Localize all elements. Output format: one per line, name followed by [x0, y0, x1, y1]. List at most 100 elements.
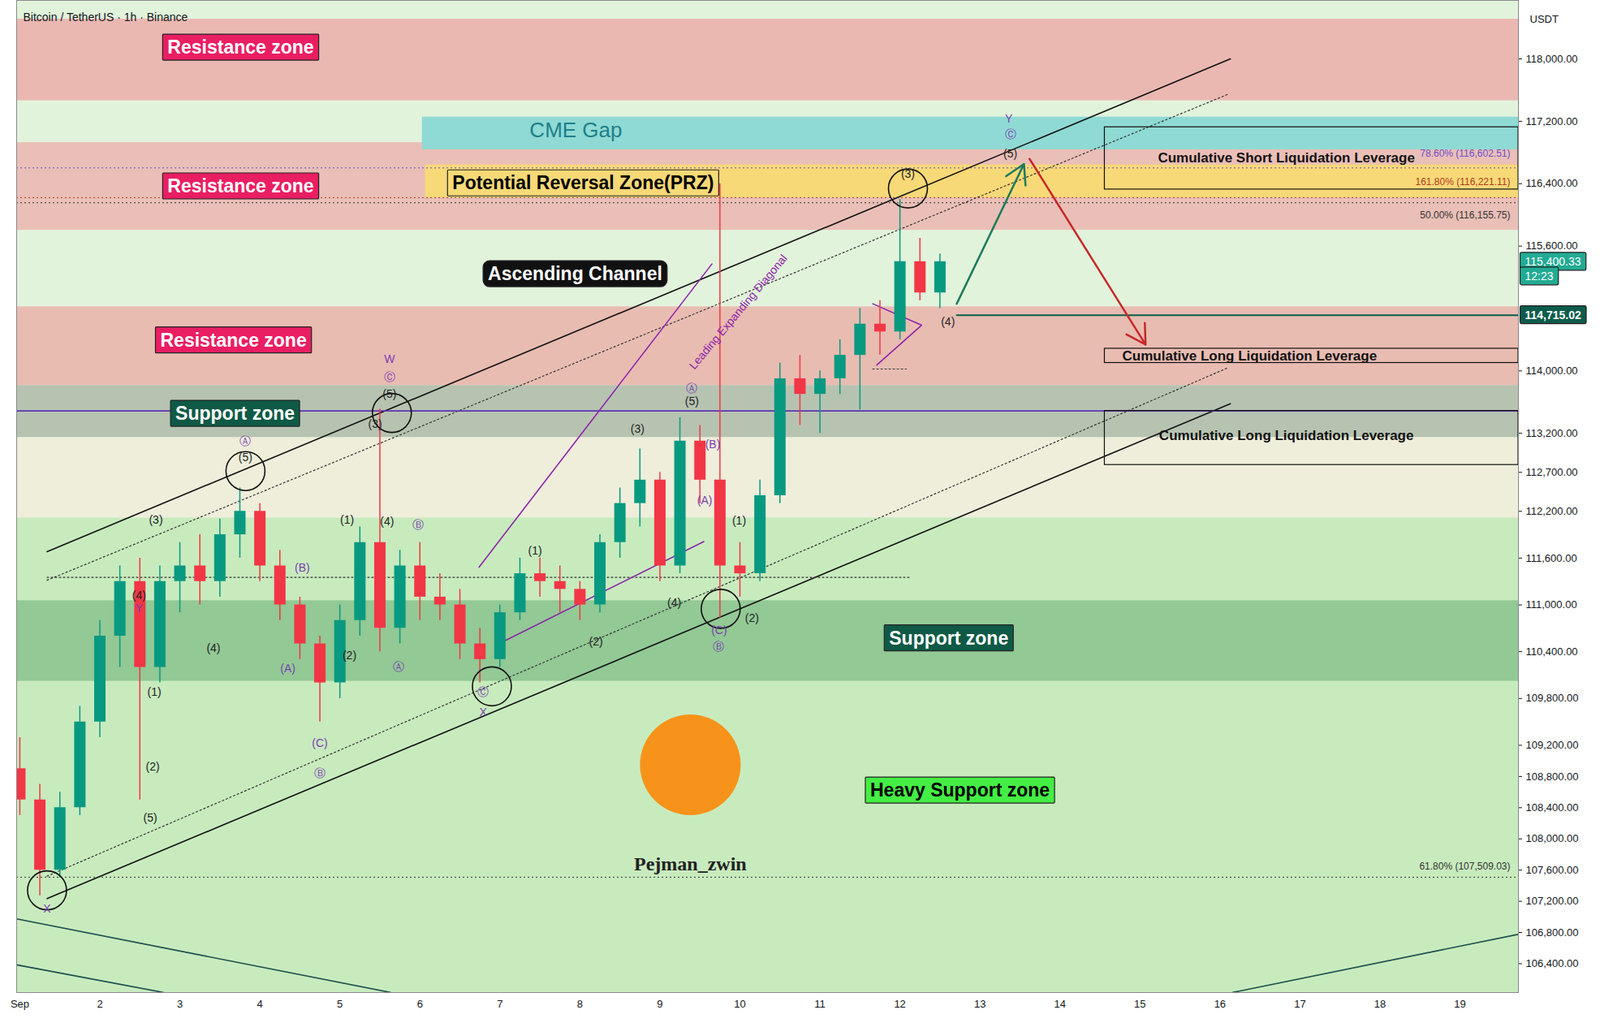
svg-text:Ⓑ: Ⓑ: [314, 766, 326, 780]
svg-text:(2): (2): [145, 759, 160, 773]
svg-text:112,200.00: 112,200.00: [1526, 504, 1579, 518]
svg-text:Cumulative Long Liquidation Le: Cumulative Long Liquidation Leverage: [1122, 348, 1378, 364]
svg-text:Sep: Sep: [10, 997, 30, 1010]
svg-text:(1): (1): [340, 513, 354, 527]
svg-text:Heavy Support zone: Heavy Support zone: [870, 779, 1050, 801]
svg-text:10: 10: [733, 997, 746, 1010]
svg-text:16: 16: [1214, 997, 1226, 1010]
svg-text:115,600.00: 115,600.00: [1526, 239, 1579, 252]
svg-text:111,000.00: 111,000.00: [1526, 598, 1578, 611]
svg-text:113,200.00: 113,200.00: [1526, 426, 1579, 440]
svg-text:(5): (5): [382, 387, 397, 401]
svg-text:15: 15: [1134, 997, 1146, 1010]
svg-text:(1): (1): [146, 685, 161, 699]
svg-text:(1): (1): [528, 543, 543, 557]
svg-text:108,000.00: 108,000.00: [1526, 832, 1579, 845]
svg-text:(4): (4): [940, 314, 955, 328]
svg-text:(2): (2): [745, 611, 760, 625]
svg-text:(4): (4): [132, 588, 147, 602]
svg-text:Y: Y: [135, 601, 144, 615]
svg-text:12:23: 12:23: [1525, 269, 1554, 283]
svg-text:(2): (2): [589, 634, 604, 648]
svg-text:13: 13: [974, 997, 986, 1010]
svg-text:Resistance zone: Resistance zone: [159, 329, 307, 351]
svg-text:110,400.00: 110,400.00: [1526, 645, 1579, 658]
svg-text:14: 14: [1054, 997, 1066, 1010]
svg-text:50.00% (116,155.75): 50.00% (116,155.75): [1419, 209, 1510, 221]
svg-text:117,200.00: 117,200.00: [1526, 115, 1579, 128]
svg-text:(A): (A): [697, 493, 713, 507]
svg-text:Resistance zone: Resistance zone: [167, 175, 314, 197]
svg-text:Cumulative Long Liquidation Le: Cumulative Long Liquidation Leverage: [1159, 427, 1415, 444]
svg-text:7: 7: [496, 997, 503, 1010]
svg-text:(5): (5): [685, 394, 699, 408]
svg-text:(5): (5): [238, 450, 253, 464]
svg-text:4: 4: [257, 997, 264, 1010]
svg-text:(C): (C): [311, 736, 328, 750]
svg-text:(3): (3): [148, 513, 163, 527]
svg-text:2: 2: [96, 997, 103, 1010]
svg-text:9: 9: [656, 997, 663, 1010]
svg-text:(3): (3): [901, 167, 915, 181]
svg-text:Support zone: Support zone: [888, 627, 1009, 649]
svg-text:(4): (4): [667, 595, 682, 609]
svg-text:USDT: USDT: [1530, 12, 1559, 26]
svg-text:(B): (B): [705, 437, 721, 451]
svg-text:116,400.00: 116,400.00: [1526, 176, 1579, 190]
svg-text:(5): (5): [1003, 146, 1018, 160]
svg-text:Ⓐ: Ⓐ: [392, 659, 405, 673]
svg-text:161.80% (116,221.11): 161.80% (116,221.11): [1415, 176, 1511, 188]
svg-text:108,800.00: 108,800.00: [1526, 770, 1579, 783]
svg-text:106,800.00: 106,800.00: [1526, 926, 1579, 939]
svg-text:(C): (C): [711, 623, 727, 637]
svg-text:11: 11: [814, 997, 826, 1010]
svg-text:(5): (5): [143, 810, 158, 824]
svg-text:78.60% (116,602.51): 78.60% (116,602.51): [1419, 147, 1510, 160]
svg-text:(3): (3): [630, 422, 645, 436]
svg-text:Cumulative Short Liquidation L: Cumulative Short Liquidation Leverage: [1157, 150, 1415, 166]
svg-text:5: 5: [336, 997, 343, 1010]
svg-text:Resistance zone: Resistance zone: [167, 36, 314, 58]
svg-text:19: 19: [1453, 997, 1466, 1010]
svg-text:106,400.00: 106,400.00: [1526, 957, 1579, 970]
svg-text:Ⓐ: Ⓐ: [239, 434, 251, 448]
svg-text:3: 3: [176, 997, 183, 1010]
svg-text:61.80% (107,509.03): 61.80% (107,509.03): [1418, 860, 1510, 872]
svg-text:(A): (A): [280, 661, 296, 675]
svg-text:Ⓐ: Ⓐ: [685, 381, 698, 395]
svg-text:(1): (1): [732, 513, 747, 527]
svg-text:Ⓒ: Ⓒ: [1004, 127, 1017, 141]
svg-text:(B): (B): [294, 560, 311, 574]
svg-text:Potential Reversal Zone(PRZ): Potential Reversal Zone(PRZ): [452, 172, 714, 194]
svg-text:Pejman_zwin: Pejman_zwin: [633, 853, 747, 875]
svg-text:107,600.00: 107,600.00: [1526, 863, 1579, 876]
svg-text:Leading Expanding Diagonal: Leading Expanding Diagonal: [685, 251, 790, 371]
svg-text:Ⓑ: Ⓑ: [412, 517, 424, 531]
svg-text:6: 6: [417, 997, 423, 1010]
svg-text:(3): (3): [367, 417, 382, 431]
svg-text:X: X: [43, 901, 52, 915]
svg-text:(2): (2): [342, 648, 357, 662]
svg-text:Ⓒ: Ⓒ: [383, 370, 396, 384]
svg-text:108,400.00: 108,400.00: [1526, 801, 1579, 814]
svg-text:8: 8: [577, 997, 583, 1010]
svg-text:CME Gap: CME Gap: [529, 117, 622, 143]
svg-text:Bitcoin / TetherUS · 1h · Bina: Bitcoin / TetherUS · 1h · Binance: [23, 10, 189, 24]
svg-text:Ⓑ: Ⓑ: [712, 639, 725, 653]
svg-text:Ⓒ: Ⓒ: [477, 685, 489, 699]
svg-text:12: 12: [893, 997, 906, 1010]
svg-text:112,700.00: 112,700.00: [1526, 465, 1579, 479]
svg-text:115,400.33: 115,400.33: [1525, 254, 1582, 268]
svg-text:17: 17: [1293, 997, 1306, 1010]
svg-text:111,600.00: 111,600.00: [1526, 552, 1578, 565]
svg-text:109,200.00: 109,200.00: [1526, 738, 1579, 751]
svg-text:X: X: [478, 705, 488, 719]
svg-text:Y: Y: [1004, 112, 1014, 126]
svg-text:114,000.00: 114,000.00: [1526, 364, 1579, 377]
svg-text:(4): (4): [379, 514, 394, 528]
svg-text:Support zone: Support zone: [175, 402, 295, 424]
svg-text:(4): (4): [206, 641, 220, 655]
svg-text:W: W: [383, 352, 396, 366]
svg-text:118,000.00: 118,000.00: [1526, 52, 1579, 65]
svg-text:Ascending Channel: Ascending Channel: [487, 263, 663, 285]
